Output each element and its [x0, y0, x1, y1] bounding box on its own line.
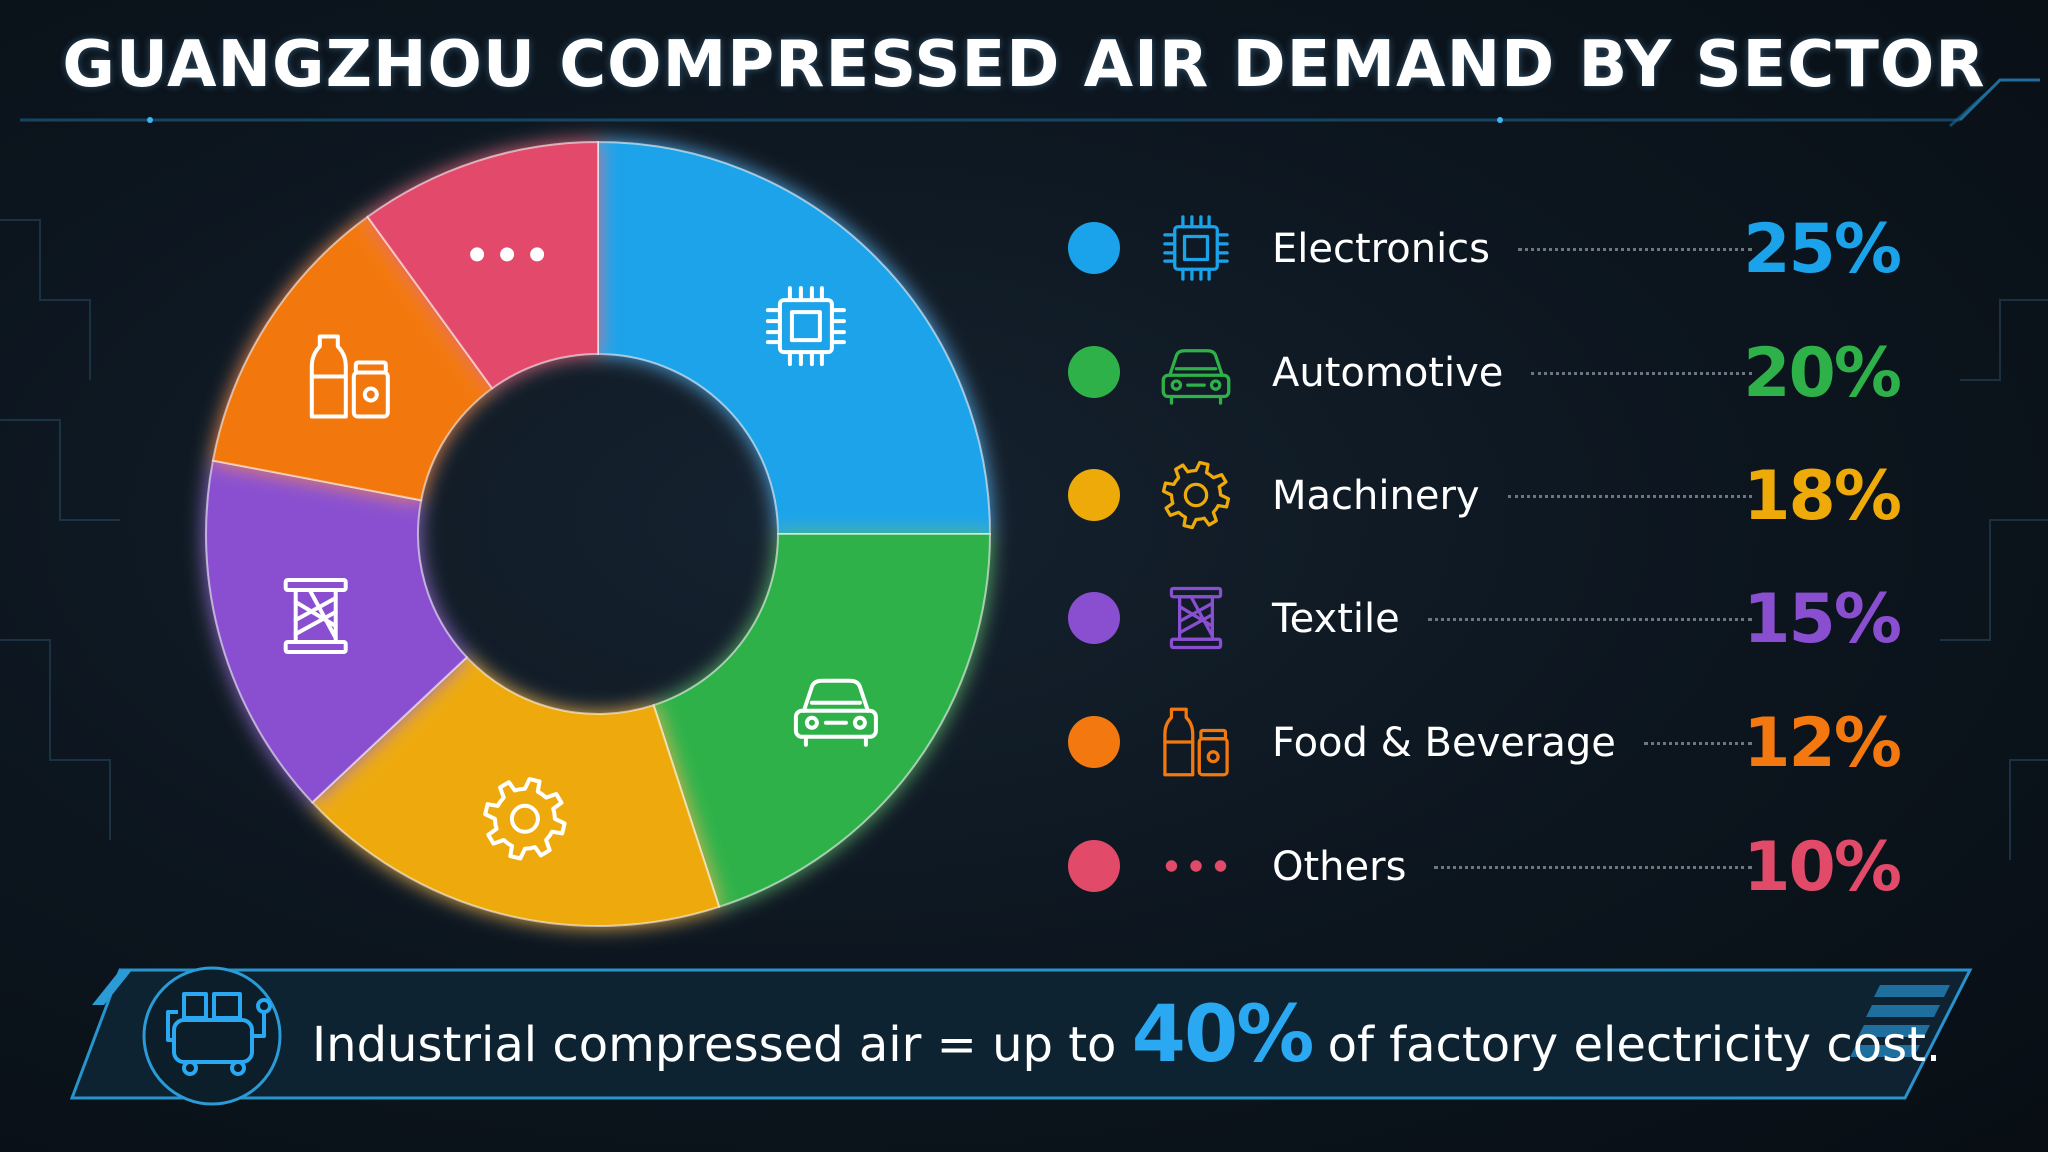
gear-icon	[483, 777, 567, 861]
ellipsis-icon	[1165, 860, 1227, 872]
legend-label: Electronics	[1272, 226, 1491, 272]
banner-prefix: Industrial compressed air = up to	[312, 1017, 1117, 1073]
chart-title: GUANGZHOU COMPRESSED AIR DEMAND BY SECTO…	[62, 28, 1986, 102]
microchip-icon	[765, 286, 846, 367]
legend-color-dot	[1068, 716, 1120, 768]
legend-value: 12%	[1743, 704, 1902, 783]
legend-leader-line	[1508, 495, 1752, 498]
legend-leader-line	[1434, 866, 1752, 869]
ellipsis-icon	[470, 247, 545, 262]
gear-icon	[1161, 460, 1231, 530]
legend-color-dot	[1068, 592, 1120, 644]
banner-suffix: of factory electricity cost.	[1327, 1017, 1942, 1073]
legend-value: 15%	[1743, 580, 1902, 659]
legend-label: Automotive	[1272, 350, 1504, 396]
legend-leader-line	[1518, 248, 1752, 251]
legend-item-electronics: Electronics 25%	[1060, 208, 1902, 289]
bottle-jar-icon	[1163, 707, 1229, 777]
legend-value: 20%	[1743, 334, 1902, 413]
legend-leader-line	[1428, 618, 1752, 621]
legend-color-dot	[1068, 222, 1120, 274]
car-icon	[1161, 349, 1231, 405]
air-compressor-icon	[142, 966, 282, 1106]
microchip-icon	[1163, 215, 1229, 281]
banner-highlight: 40%	[1131, 990, 1315, 1080]
spool-icon	[1169, 586, 1223, 650]
donut-slice-food-beverage	[211, 215, 494, 502]
legend-value: 25%	[1743, 210, 1902, 289]
legend-color-dot	[1068, 346, 1120, 398]
legend-leader-line	[1531, 372, 1752, 375]
legend-item-machinery: Machinery 18%	[1060, 455, 1902, 536]
legend-value: 18%	[1743, 457, 1902, 536]
legend-leader-line	[1644, 742, 1752, 745]
legend-label: Textile	[1272, 596, 1400, 642]
legend-item-others: Others 10%	[1060, 826, 1902, 907]
donut-slice-electronics	[597, 140, 992, 535]
legend-item-automotive: Automotive 20%	[1060, 332, 1902, 413]
legend-label: Machinery	[1272, 473, 1480, 519]
legend-item-food-beverage: Food & Beverage 12%	[1060, 702, 1902, 783]
banner-statement: Industrial compressed air = up to 40% of…	[312, 990, 1941, 1080]
legend-label: Food & Beverage	[1272, 720, 1616, 766]
legend-item-textile: Textile 15%	[1060, 578, 1902, 659]
donut-slice-others	[366, 140, 599, 390]
donut-slice-automotive	[652, 533, 992, 909]
legend-label: Others	[1272, 844, 1407, 890]
car-icon	[793, 678, 878, 747]
legend-color-dot	[1068, 469, 1120, 521]
bottle-jar-icon	[309, 334, 390, 419]
legend-color-dot	[1068, 840, 1120, 892]
spool-icon	[283, 578, 348, 654]
legend-value: 10%	[1743, 828, 1902, 907]
